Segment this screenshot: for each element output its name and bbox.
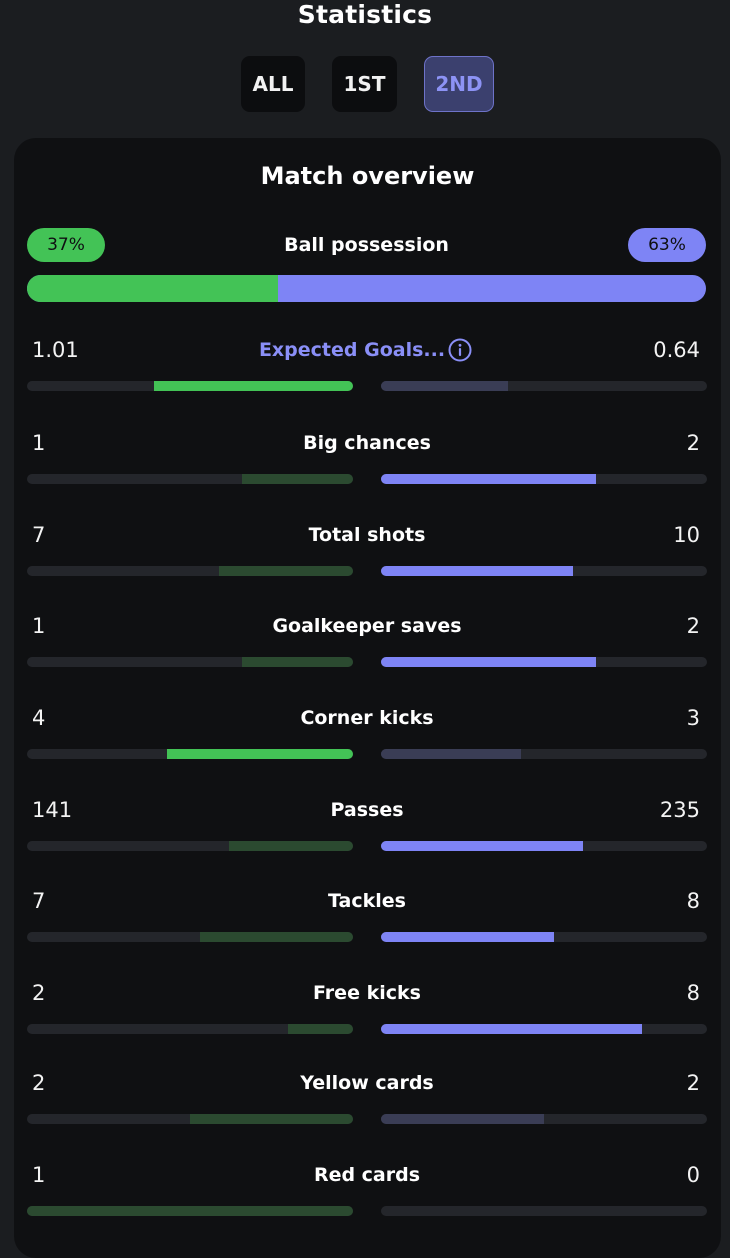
away-value: 8 [686, 889, 700, 913]
home-bar-track [27, 1206, 353, 1216]
match-overview-card: Match overview 37% Ball possession 63% 1… [14, 138, 721, 1258]
stat-row-free-kicks: 2 Free kicks 8 [27, 979, 707, 1039]
stat-row-expected-goals: 1.01 Expected Goals... 0.64 [27, 336, 707, 396]
away-bar-track [381, 841, 707, 851]
home-bar-track [27, 474, 353, 484]
stat-label: Tackles [328, 890, 406, 912]
away-bar-track [381, 566, 707, 576]
home-value: 1 [32, 431, 46, 455]
home-bar-fill [288, 1024, 353, 1034]
stat-label: Corner kicks [300, 707, 434, 729]
home-bar-track [27, 566, 353, 576]
home-value: 4 [32, 706, 46, 730]
home-bar-track [27, 841, 353, 851]
home-bar-fill [190, 1114, 353, 1124]
away-value: 10 [673, 523, 700, 547]
home-value: 7 [32, 523, 46, 547]
home-bar-track [27, 932, 353, 942]
home-bar-track [27, 749, 353, 759]
away-value: 0 [686, 1163, 700, 1187]
home-bar-fill [200, 932, 353, 942]
away-value: 2 [686, 431, 700, 455]
away-bar-track [381, 1206, 707, 1216]
away-bar-fill [381, 1024, 642, 1034]
stat-row-total-shots: 7 Total shots 10 [27, 521, 707, 581]
away-bar-track [381, 657, 707, 667]
stat-row-yellow-cards: 2 Yellow cards 2 [27, 1069, 707, 1129]
away-bar-fill [381, 657, 596, 667]
stat-label: Goalkeeper saves [272, 615, 462, 637]
stat-row-red-cards: 1 Red cards 0 [27, 1161, 707, 1221]
home-bar-fill [167, 749, 353, 759]
away-bar-fill [381, 381, 508, 391]
away-value: 8 [686, 981, 700, 1005]
home-bar-track [27, 1114, 353, 1124]
away-bar-fill [381, 749, 521, 759]
away-bar-fill [381, 1114, 544, 1124]
home-value: 2 [32, 981, 46, 1005]
away-value: 3 [686, 706, 700, 730]
home-possession-fill [27, 275, 279, 302]
home-value: 141 [32, 798, 73, 822]
home-possession-badge: 37% [27, 228, 105, 262]
away-bar-track [381, 749, 707, 759]
home-bar-fill [219, 566, 353, 576]
home-bar-fill [229, 841, 353, 851]
away-possession-badge: 63% [628, 228, 706, 262]
away-bar-track [381, 474, 707, 484]
home-bar-fill [242, 657, 353, 667]
home-bar-track [27, 657, 353, 667]
away-bar-fill [381, 841, 583, 851]
period-tabs: ALL 1ST 2ND [0, 56, 730, 112]
away-bar-fill [381, 932, 554, 942]
home-bar-fill [27, 1206, 353, 1216]
stat-label: Total shots [308, 524, 426, 546]
ball-possession-label: Ball possession [284, 234, 449, 256]
home-value: 1.01 [32, 338, 79, 362]
stat-label: Red cards [313, 1164, 421, 1186]
home-bar-fill [154, 381, 353, 391]
home-value: 1 [32, 1163, 46, 1187]
away-bar-track [381, 1024, 707, 1034]
stat-row-goalkeeper-saves: 1 Goalkeeper saves 2 [27, 612, 707, 672]
stat-row-big-chances: 1 Big chances 2 [27, 429, 707, 489]
stat-label: Yellow cards [300, 1072, 434, 1094]
tab-all[interactable]: ALL [241, 56, 305, 112]
match-overview-title: Match overview [260, 162, 475, 190]
home-bar-fill [242, 474, 353, 484]
away-bar-fill [381, 474, 596, 484]
stat-row-corner-kicks: 4 Corner kicks 3 [27, 704, 707, 764]
tab-second-half[interactable]: 2ND [424, 56, 494, 112]
tab-first-half[interactable]: 1ST [332, 56, 397, 112]
ball-possession-row: 37% Ball possession 63% [27, 228, 706, 262]
away-bar-fill [381, 566, 573, 576]
info-icon[interactable] [448, 338, 472, 362]
away-bar-track [381, 1114, 707, 1124]
home-bar-track [27, 1024, 353, 1034]
away-value: 2 [686, 1071, 700, 1095]
stat-label: Free kicks [313, 982, 421, 1004]
stat-label: Passes [330, 799, 404, 821]
home-value: 1 [32, 614, 46, 638]
home-value: 2 [32, 1071, 46, 1095]
away-bar-track [381, 381, 707, 391]
home-value: 7 [32, 889, 46, 913]
statistics-title: Statistics [297, 0, 433, 29]
stat-row-passes: 141 Passes 235 [27, 796, 707, 856]
away-value: 0.64 [653, 338, 700, 362]
away-bar-track [381, 932, 707, 942]
possession-bar [27, 275, 706, 302]
home-bar-track [27, 381, 353, 391]
away-value: 235 [659, 798, 700, 822]
stat-label: Big chances [303, 432, 431, 454]
away-value: 2 [686, 614, 700, 638]
stat-row-tackles: 7 Tackles 8 [27, 887, 707, 947]
stat-label[interactable]: Expected Goals... [258, 339, 446, 361]
